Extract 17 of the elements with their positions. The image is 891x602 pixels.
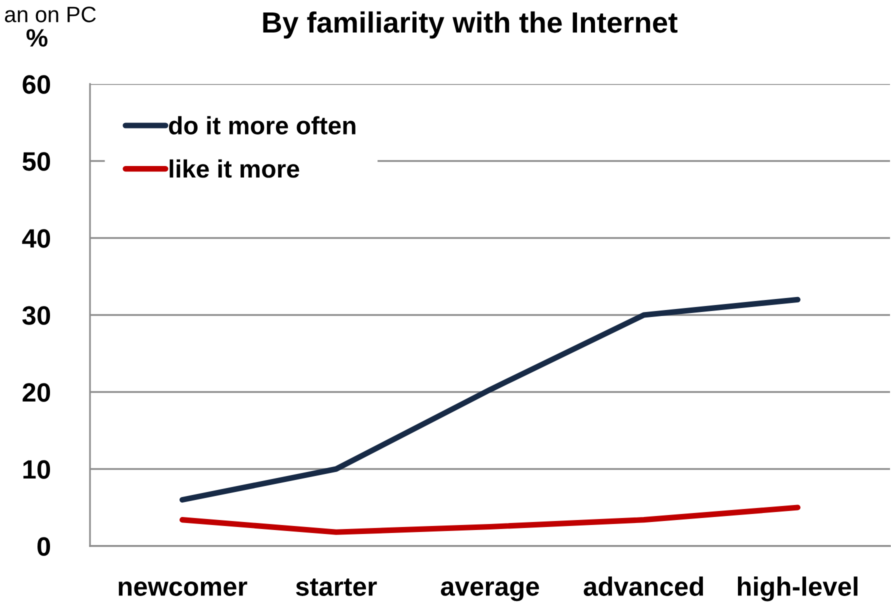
x-tick-label: newcomer <box>118 581 248 596</box>
x-tick-label: starter <box>296 578 377 596</box>
y-tick-label: 10 <box>23 460 50 479</box>
y-tick-label: 50 <box>22 152 50 171</box>
chart-title: By familiarity with the Internet <box>263 11 678 39</box>
x-tick-label: high-level <box>738 576 858 602</box>
y-tick-label: 0 <box>37 537 50 556</box>
text: an on PC <box>4 6 96 22</box>
y-axis-title: % <box>26 29 48 47</box>
x-tick-label: average <box>440 581 539 602</box>
y-tick-label: 60 <box>22 75 50 94</box>
legend-label: like it more <box>170 159 300 178</box>
y-tick-label: 20 <box>22 383 50 402</box>
legend-label: do it more often <box>169 116 356 134</box>
y-tick-label: 40 <box>22 229 50 248</box>
y-tick-label: 30 <box>22 306 50 325</box>
x-tick-label: advanced <box>584 576 703 596</box>
